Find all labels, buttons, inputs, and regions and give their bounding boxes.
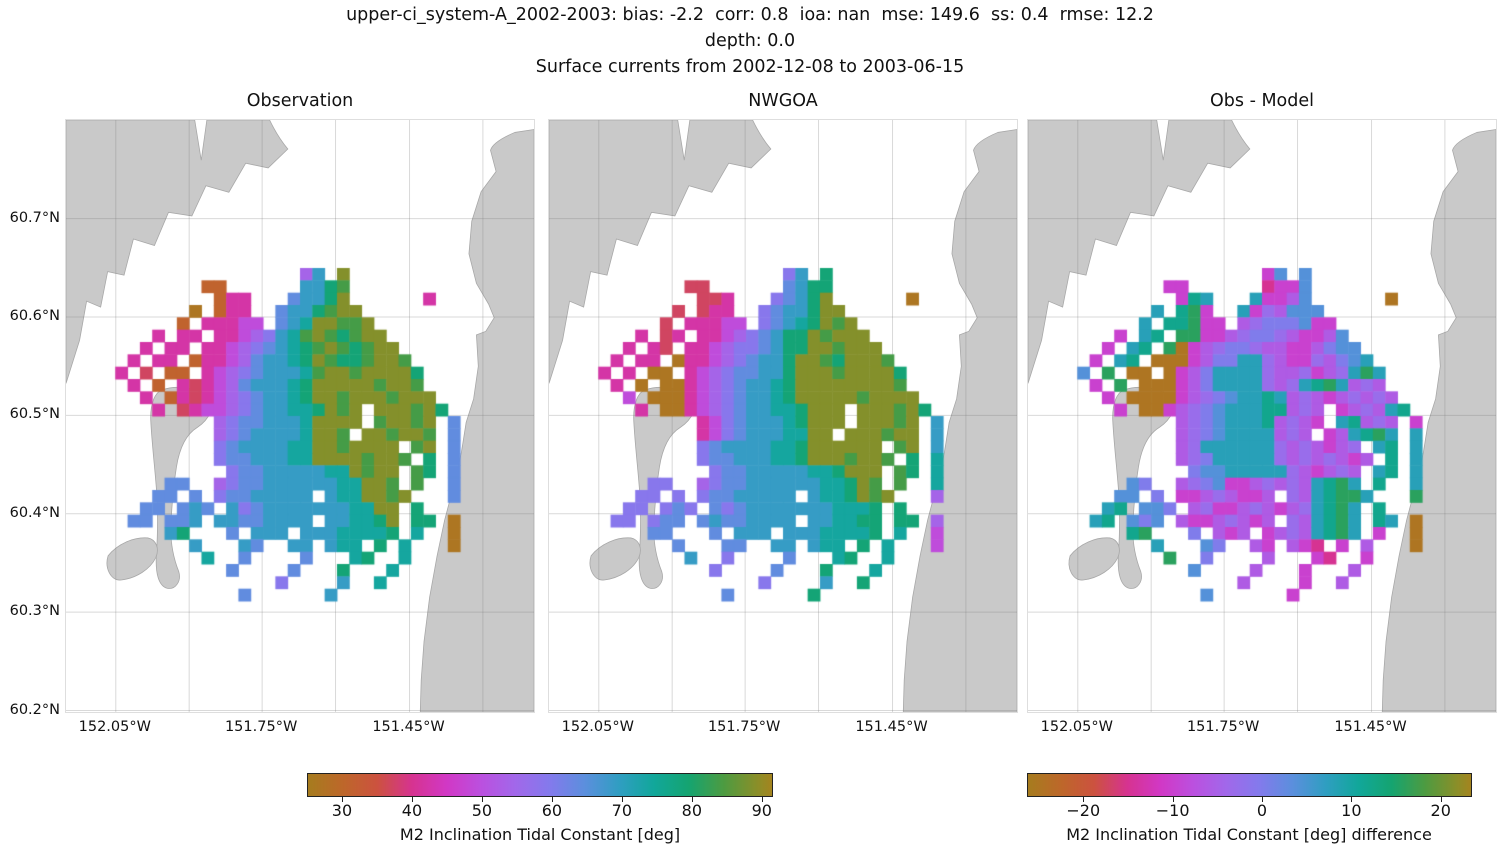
colorbar-tick-label: 40 bbox=[401, 801, 423, 820]
colorbar-tick-mark bbox=[691, 797, 693, 802]
heatmap-cells bbox=[549, 120, 1017, 712]
panel-title-nwgoa: NWGOA bbox=[748, 91, 818, 111]
colorbar-tick-label: 50 bbox=[471, 801, 493, 820]
colorbar-tick-mark bbox=[621, 797, 623, 802]
lat-tick-label: 60.4°N bbox=[9, 504, 60, 521]
colorbar-tick-mark bbox=[411, 797, 413, 802]
colorbar-tick-mark bbox=[1172, 797, 1174, 802]
colorbar-tidal-constant bbox=[307, 773, 773, 797]
figure-title-depth: depth: 0.0 bbox=[704, 31, 796, 51]
lat-tick-label: 60.5°N bbox=[9, 406, 60, 423]
colorbar-tick-mark bbox=[1351, 797, 1353, 802]
colorbar-tick-label: 80 bbox=[681, 801, 703, 820]
lon-tick-label: 151.45°W bbox=[855, 719, 928, 735]
colorbar-tick-mark bbox=[1440, 797, 1442, 802]
lon-tick-label: 151.45°W bbox=[372, 719, 445, 735]
figure-title-period: Surface currents from 2002-12-08 to 2003… bbox=[535, 57, 965, 77]
colorbar-tick-label: 0 bbox=[1256, 801, 1268, 820]
colorbar-label-tidal-constant: M2 Inclination Tidal Constant [deg] bbox=[399, 825, 681, 844]
colorbar-tick-label: −20 bbox=[1066, 801, 1101, 820]
colorbar-tick-label: 70 bbox=[611, 801, 633, 820]
panel-title-obs-minus-model: Obs - Model bbox=[1210, 91, 1314, 111]
lon-tick-label: 152.05°W bbox=[1040, 719, 1113, 735]
colorbar-tick-mark bbox=[761, 797, 763, 802]
lon-tick-label: 152.05°W bbox=[78, 719, 151, 735]
lat-tick-label: 60.2°N bbox=[9, 701, 60, 718]
lon-tick-label: 152.05°W bbox=[561, 719, 634, 735]
map-panel-obs-minus-model: Obs - Model bbox=[1027, 91, 1497, 713]
lon-tick-label: 151.75°W bbox=[707, 719, 781, 735]
colorbar-tick-mark bbox=[341, 797, 343, 802]
colorbar-tick-label: 60 bbox=[541, 801, 563, 820]
panel-title-observation: Observation bbox=[246, 91, 354, 111]
heatmap-cells bbox=[1028, 120, 1496, 712]
map-panel-nwgoa: NWGOA bbox=[548, 91, 1018, 713]
colorbar-tick-label: 20 bbox=[1430, 801, 1451, 820]
colorbar-tick-label: 30 bbox=[331, 801, 353, 820]
map-panel-observation: Observation bbox=[65, 91, 535, 713]
colorbar-tick-mark bbox=[551, 797, 553, 802]
colorbar-tick-label: 90 bbox=[751, 801, 772, 820]
lat-tick-label: 60.6°N bbox=[9, 308, 60, 325]
lon-tick-label: 151.45°W bbox=[1334, 719, 1407, 735]
lon-tick-label: 151.75°W bbox=[1186, 719, 1260, 735]
colorbar-tick-mark bbox=[1083, 797, 1085, 802]
colorbar-label-difference: M2 Inclination Tidal Constant [deg] diff… bbox=[1066, 825, 1432, 844]
colorbar-difference bbox=[1027, 773, 1472, 797]
figure-title-stats: upper-ci_system-A_2002-2003: bias: -2.2 … bbox=[346, 5, 1154, 25]
lat-tick-label: 60.3°N bbox=[9, 603, 60, 620]
colorbar-tick-mark bbox=[1262, 797, 1263, 802]
lon-tick-label: 151.75°W bbox=[224, 719, 298, 735]
colorbar-tick-label: −10 bbox=[1155, 801, 1190, 820]
colorbar-tick-mark bbox=[481, 797, 483, 802]
heatmap-cells bbox=[66, 120, 534, 712]
lat-tick-label: 60.7°N bbox=[9, 209, 60, 226]
colorbar-tick-label: 10 bbox=[1341, 801, 1362, 820]
